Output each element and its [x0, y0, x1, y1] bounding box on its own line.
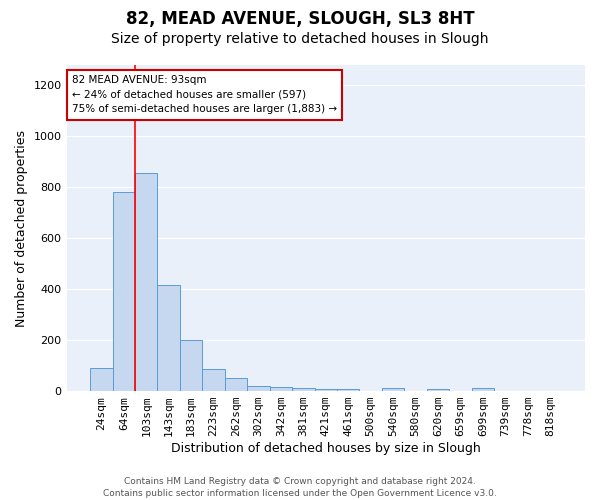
Text: Contains HM Land Registry data © Crown copyright and database right 2024.
Contai: Contains HM Land Registry data © Crown c… [103, 476, 497, 498]
Bar [225, 378, 247, 391]
Bar [427, 388, 449, 391]
Y-axis label: Number of detached properties: Number of detached properties [15, 130, 28, 326]
Bar [382, 388, 404, 391]
Text: Size of property relative to detached houses in Slough: Size of property relative to detached ho… [111, 32, 489, 46]
Bar [90, 368, 113, 391]
Bar [314, 389, 337, 391]
Bar [157, 284, 180, 391]
Bar [247, 386, 269, 391]
Text: 82, MEAD AVENUE, SLOUGH, SL3 8HT: 82, MEAD AVENUE, SLOUGH, SL3 8HT [125, 10, 475, 28]
Bar [472, 388, 494, 391]
Bar [269, 388, 292, 391]
Text: 82 MEAD AVENUE: 93sqm
← 24% of detached houses are smaller (597)
75% of semi-det: 82 MEAD AVENUE: 93sqm ← 24% of detached … [72, 75, 337, 114]
Bar [202, 370, 225, 391]
X-axis label: Distribution of detached houses by size in Slough: Distribution of detached houses by size … [171, 442, 481, 455]
Bar [180, 340, 202, 391]
Bar [135, 174, 157, 391]
Bar [292, 388, 314, 391]
Bar [113, 192, 135, 391]
Bar [337, 388, 359, 391]
